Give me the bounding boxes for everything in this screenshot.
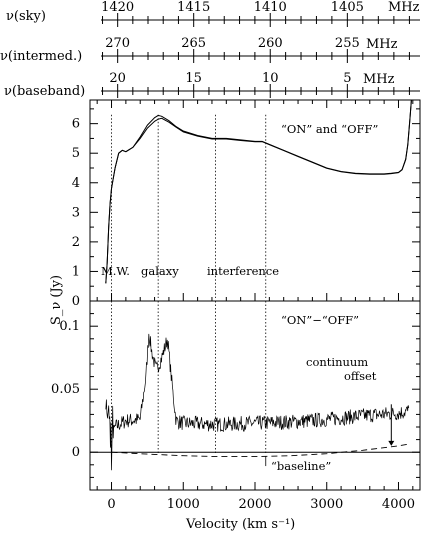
on-off-panel: “ON” and “OFF” M.W. galaxy interference … bbox=[72, 99, 421, 309]
y-axis-label: S_ν (Jy) bbox=[49, 275, 64, 325]
difference-panel: “ON”−“OFF” continuum offset “baseline” V… bbox=[51, 300, 421, 532]
x-tick-label: 1000 bbox=[167, 497, 200, 512]
freq-tick-label: 265 bbox=[181, 36, 206, 51]
on-off-legend: “ON” and “OFF” bbox=[281, 122, 378, 136]
galaxy-annotation: galaxy bbox=[141, 264, 179, 278]
freq-tick-label: 255 bbox=[335, 36, 360, 51]
continuum-annotation-line2: offset bbox=[344, 369, 377, 383]
y-tick-label: 0 bbox=[72, 294, 80, 309]
mw-annotation: M.W. bbox=[101, 264, 130, 278]
y-tick-label: 2 bbox=[72, 235, 80, 250]
frequency-scales: ν(sky) ν(intermed.) ν(baseband) MHz MHz … bbox=[0, 0, 420, 99]
x-tick-label: 4000 bbox=[382, 497, 415, 512]
lower-plot-frame bbox=[89, 300, 421, 491]
sky-scale-label: ν(sky) bbox=[6, 9, 46, 24]
y-tick-label: 0 bbox=[72, 445, 80, 460]
freq-tick-label: 1415 bbox=[177, 0, 210, 15]
freq-tick-label: 20 bbox=[109, 71, 126, 86]
freq-tick-label: 5 bbox=[343, 71, 351, 86]
continuum-offset-arrowhead bbox=[388, 440, 395, 446]
off-spectrum-line bbox=[105, 99, 412, 284]
sky-unit: MHz bbox=[388, 0, 420, 15]
y-tick-label: 0.1 bbox=[59, 319, 80, 334]
freq-tick-label: 1420 bbox=[101, 0, 134, 15]
freq-tick-label: 10 bbox=[262, 71, 279, 86]
difference-spectrum-line bbox=[105, 333, 410, 471]
baseline-dashed-curve bbox=[111, 443, 410, 458]
intermed-unit: MHz bbox=[366, 37, 398, 52]
y-tick-label: 0.05 bbox=[51, 382, 80, 397]
y-tick-label: 6 bbox=[72, 117, 80, 132]
x-axis-label: Velocity (km s⁻¹) bbox=[185, 517, 295, 532]
x-tick-label: 3000 bbox=[310, 497, 343, 512]
intermed-scale-label: ν(intermed.) bbox=[0, 49, 82, 64]
difference-legend: “ON”−“OFF” bbox=[281, 313, 359, 327]
freq-tick-label: 1405 bbox=[331, 0, 364, 15]
baseline-annotation: “baseline” bbox=[271, 459, 331, 473]
y-tick-label: 1 bbox=[72, 264, 80, 279]
baseband-unit: MHz bbox=[363, 72, 395, 87]
y-tick-label: 4 bbox=[72, 176, 80, 191]
interference-annotation: interference bbox=[207, 264, 279, 278]
x-tick-label: 0 bbox=[107, 497, 115, 512]
freq-tick-label: 270 bbox=[105, 36, 130, 51]
freq-tick-label: 260 bbox=[258, 36, 283, 51]
x-tick-label: 2000 bbox=[238, 497, 271, 512]
y-tick-label: 3 bbox=[72, 205, 80, 220]
y-tick-label: 5 bbox=[72, 146, 80, 161]
baseband-scale-label: ν(baseband) bbox=[4, 84, 85, 99]
freq-tick-label: 1410 bbox=[254, 0, 287, 15]
freq-tick-label: 15 bbox=[185, 71, 202, 86]
continuum-annotation-line1: continuum bbox=[306, 355, 368, 369]
